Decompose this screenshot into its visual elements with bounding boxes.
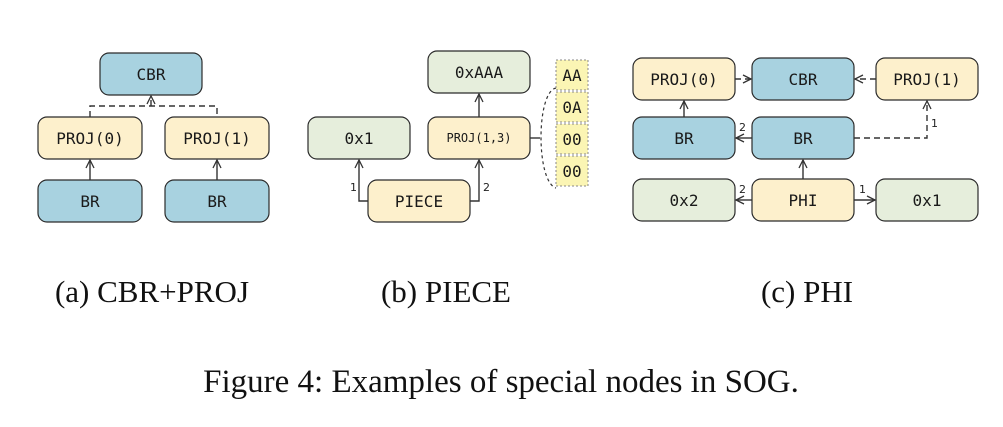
proj0-node-label: PROJ(0) bbox=[56, 129, 123, 148]
byte-cell-1 bbox=[555, 91, 589, 123]
byte-cell-2-label: 00 bbox=[562, 130, 581, 149]
proj13-node-label: PROJ(1,3) bbox=[446, 131, 511, 145]
c-proj1-node-label: PROJ(1) bbox=[893, 70, 960, 89]
caption-b: (b) PIECE bbox=[381, 274, 511, 309]
figure-caption: Figure 4: Examples of special nodes in S… bbox=[203, 364, 799, 400]
c-cbr-node-label: CBR bbox=[789, 70, 818, 89]
caption-a: (a) CBR+PROJ bbox=[55, 274, 249, 309]
c-edge-br-proj1 bbox=[854, 101, 927, 139]
byte-cell-3 bbox=[555, 155, 589, 187]
c-proj0-node-label: PROJ(0) bbox=[650, 70, 717, 89]
proj1-node-label: PROJ(1) bbox=[183, 129, 250, 148]
edge-label-2: 2 bbox=[483, 181, 490, 194]
byte-cell-0 bbox=[555, 59, 589, 91]
c-edge-proj1-label: 1 bbox=[931, 117, 938, 130]
x1-node-label: 0x1 bbox=[345, 129, 374, 148]
byte-cell-0-label: AA bbox=[562, 66, 582, 85]
edge-label-1: 1 bbox=[350, 181, 357, 194]
c-phi-node-label: PHI bbox=[789, 191, 818, 210]
byte-cell-3-label: 00 bbox=[562, 162, 581, 181]
panel-b: 0xAAA PROJ(1,3) 0x1 PIECE 1 2 AA 0A 00 0… bbox=[307, 50, 589, 309]
br-right-node-label: BR bbox=[207, 192, 227, 211]
byte-cell-2 bbox=[555, 123, 589, 155]
caption-c: (c) PHI bbox=[761, 274, 853, 309]
panel-c: PROJ(0) CBR PROJ(1) BR BR 0x2 PHI 0x1 2 … bbox=[632, 57, 979, 309]
c-edge-br-label: 2 bbox=[739, 121, 746, 134]
br-left-node-label: BR bbox=[80, 192, 100, 211]
c-x1-node bbox=[875, 178, 979, 222]
edge-piece-proj bbox=[470, 160, 479, 202]
cbr-node-label: CBR bbox=[137, 65, 166, 84]
c-x2-node-label: 0x2 bbox=[670, 191, 699, 210]
c-br-mid-node-label: BR bbox=[793, 129, 813, 148]
c-edge-phi-right-label: 1 bbox=[859, 183, 866, 196]
byte-cell-1-label: 0A bbox=[562, 98, 582, 117]
bytes-brace bbox=[540, 87, 557, 189]
const-node-label: 0xAAA bbox=[455, 63, 504, 82]
panel-a: CBR PROJ(0) PROJ(1) BR BR (a) CBR+PROJ bbox=[37, 52, 270, 309]
c-x1-node-label: 0x1 bbox=[913, 191, 942, 210]
c-br-left-node-label: BR bbox=[674, 129, 694, 148]
edge-proj-group bbox=[89, 105, 218, 117]
c-edge-phi-left-label: 2 bbox=[739, 183, 746, 196]
edge-piece-x1 bbox=[359, 160, 368, 202]
piece-node-label: PIECE bbox=[395, 192, 443, 211]
